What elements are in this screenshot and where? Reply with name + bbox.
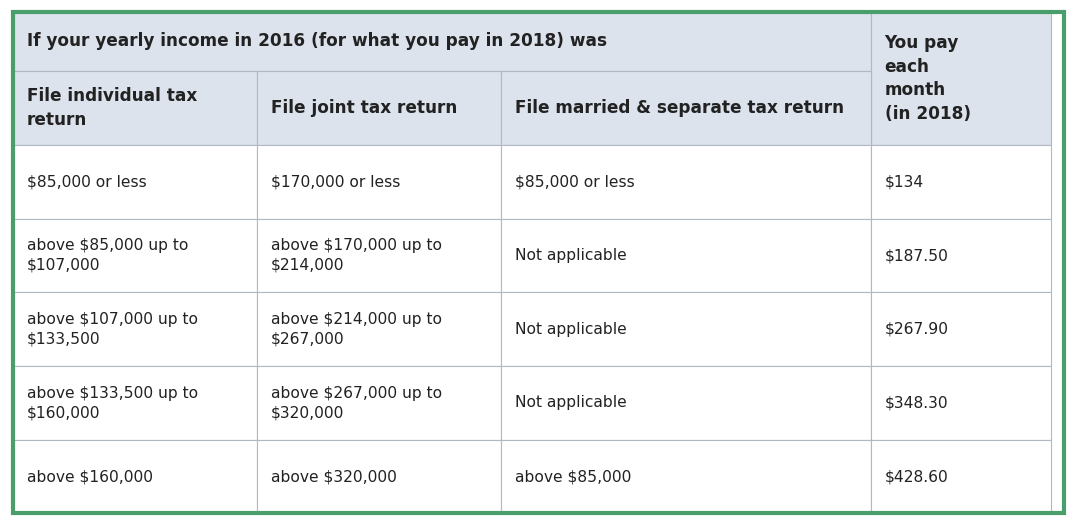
Text: $267.90: $267.90	[884, 322, 949, 337]
Text: File individual tax
return: File individual tax return	[27, 87, 197, 129]
Bar	[501, 219, 870, 292]
Bar	[870, 292, 1051, 366]
Bar	[13, 71, 256, 145]
Text: $85,000 or less: $85,000 or less	[27, 174, 146, 190]
Text: $85,000 or less: $85,000 or less	[515, 174, 634, 190]
Text: above $85,000: above $85,000	[515, 469, 631, 484]
Bar	[256, 366, 501, 440]
Bar	[13, 219, 256, 292]
Bar	[256, 145, 501, 219]
Text: You pay
each
month
(in 2018): You pay each month (in 2018)	[884, 34, 970, 123]
Bar	[256, 292, 501, 366]
Text: File joint tax return: File joint tax return	[270, 99, 457, 117]
Bar	[870, 145, 1051, 219]
Bar	[870, 219, 1051, 292]
Bar	[256, 440, 501, 513]
Text: If your yearly income in 2016 (for what you pay in 2018) was: If your yearly income in 2016 (for what …	[27, 32, 607, 50]
Text: $170,000 or less: $170,000 or less	[270, 174, 401, 190]
Text: above $267,000 up to
$320,000: above $267,000 up to $320,000	[270, 385, 442, 421]
Bar	[870, 12, 1051, 145]
Bar	[256, 71, 501, 145]
Bar	[13, 366, 256, 440]
Text: $187.50: $187.50	[884, 248, 949, 263]
Bar	[870, 440, 1051, 513]
Bar	[256, 219, 501, 292]
Bar	[501, 292, 870, 366]
Bar	[13, 12, 870, 71]
Text: above $160,000: above $160,000	[27, 469, 153, 484]
Text: above $320,000: above $320,000	[270, 469, 396, 484]
Bar	[501, 440, 870, 513]
Bar	[501, 145, 870, 219]
Bar	[501, 366, 870, 440]
Text: above $107,000 up to
$133,500: above $107,000 up to $133,500	[27, 312, 198, 346]
Text: Not applicable: Not applicable	[515, 322, 627, 337]
Text: Not applicable: Not applicable	[515, 395, 627, 411]
Text: $348.30: $348.30	[884, 395, 948, 411]
Bar	[13, 440, 256, 513]
Text: $134: $134	[884, 174, 924, 190]
Text: above $214,000 up to
$267,000: above $214,000 up to $267,000	[270, 312, 442, 346]
Text: File married & separate tax return: File married & separate tax return	[515, 99, 843, 117]
Text: above $85,000 up to
$107,000: above $85,000 up to $107,000	[27, 238, 188, 273]
Text: above $133,500 up to
$160,000: above $133,500 up to $160,000	[27, 385, 198, 421]
Bar	[13, 292, 256, 366]
Bar	[870, 366, 1051, 440]
Text: Not applicable: Not applicable	[515, 248, 627, 263]
Bar	[13, 145, 256, 219]
Text: above $170,000 up to
$214,000: above $170,000 up to $214,000	[270, 238, 442, 273]
Bar	[501, 71, 870, 145]
Text: $428.60: $428.60	[884, 469, 949, 484]
